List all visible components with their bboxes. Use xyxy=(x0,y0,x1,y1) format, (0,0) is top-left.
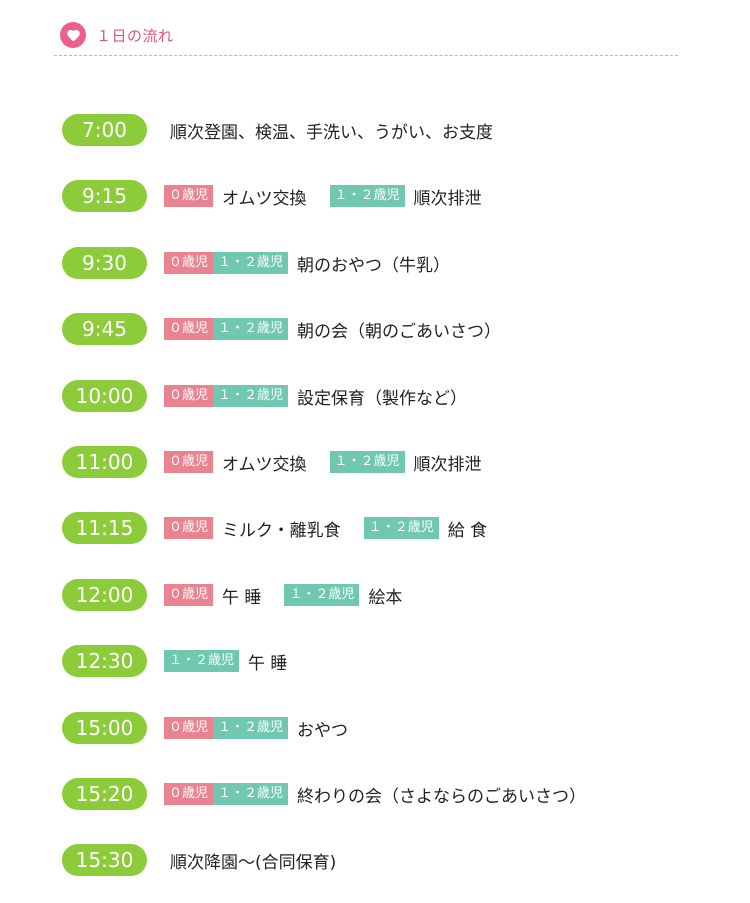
schedule-row: 15:20 ０歳児 １・２歳児 終わりの会（さよならのごあいさつ） xyxy=(62,778,609,810)
activity-text: 設定保育（製作など） xyxy=(297,388,468,409)
age-badge-1-2: １・２歳児 xyxy=(213,252,289,274)
activity-text: おやつ xyxy=(297,720,349,741)
section-header: １日の流れ xyxy=(60,22,174,48)
time-pill: 12:00 xyxy=(62,579,147,611)
activity-cells: ０歳児 ミルク・離乳食 １・２歳児給 食 xyxy=(164,516,510,541)
activity-text: 朝のおやつ（牛乳） xyxy=(297,255,451,276)
activity-text: 順次排泄 xyxy=(413,454,482,475)
activity-cells: ０歳児 １・２歳児 終わりの会（さよならのごあいさつ） xyxy=(164,782,609,807)
activity-cells: ０歳児 １・２歳児 おやつ xyxy=(164,716,371,741)
schedule-row: 9:45 ０歳児 １・２歳児 朝の会（朝のごあいさつ） xyxy=(62,313,524,345)
activity-text: 終わりの会（さよならのごあいさつ） xyxy=(297,786,587,807)
activity-text: 順次排泄 xyxy=(413,188,482,209)
age-badge-1-2: １・２歳児 xyxy=(363,517,439,539)
age-badge-0: ０歳児 xyxy=(164,385,214,407)
section-title: １日の流れ xyxy=(96,26,174,45)
schedule-row: 7:00 順次登園、検温、手洗い、うがい、お支度 xyxy=(62,114,516,146)
activity-cells: 順次降園〜(合同保育) xyxy=(164,848,359,873)
activity-text: 朝の会（朝のごあいさつ） xyxy=(297,321,502,342)
activity-text: オムツ交換 xyxy=(222,454,307,475)
time-pill: 10:00 xyxy=(62,380,147,412)
activity-text: 給 食 xyxy=(447,520,488,541)
schedule-row: 9:30 ０歳児 １・２歳児 朝のおやつ（牛乳） xyxy=(62,247,473,279)
schedule-row: 10:00 ０歳児 １・２歳児 設定保育（製作など） xyxy=(62,380,490,412)
schedule-row: 15:30 順次降園〜(合同保育) xyxy=(62,844,359,876)
age-badge-1-2: １・２歳児 xyxy=(213,717,289,739)
activity-text: 順次降園〜(合同保育) xyxy=(170,852,337,873)
activity-cells: ０歳児 １・２歳児 朝のおやつ（牛乳） xyxy=(164,251,473,276)
age-badge-1-2: １・２歳児 xyxy=(213,783,289,805)
activity-cells: １・２歳児午 睡 xyxy=(164,649,310,674)
time-pill: 7:00 xyxy=(62,114,147,146)
time-pill: 11:00 xyxy=(62,446,147,478)
age-badge-0: ０歳児 xyxy=(164,185,214,207)
activity-text: 午 睡 xyxy=(222,587,262,608)
schedule-row: 11:00 ０歳児 オムツ交換 １・２歳児 順次排泄 xyxy=(62,446,505,478)
age-badge-0: ０歳児 xyxy=(164,584,214,606)
heart-icon xyxy=(60,22,86,48)
schedule-row: 12:30 １・２歳児午 睡 xyxy=(62,645,310,677)
age-badge-0: ０歳児 xyxy=(164,717,214,739)
time-pill: 15:00 xyxy=(62,712,147,744)
activity-cells: ０歳児 オムツ交換 １・２歳児 順次排泄 xyxy=(164,450,505,475)
activity-text: オムツ交換 xyxy=(222,188,307,209)
age-badge-0: ０歳児 xyxy=(164,252,214,274)
activity-cells: 順次登園、検温、手洗い、うがい、お支度 xyxy=(164,118,516,143)
time-pill: 9:15 xyxy=(62,180,147,212)
time-pill: 11:15 xyxy=(62,512,147,544)
schedule-row: 15:00 ０歳児 １・２歳児 おやつ xyxy=(62,712,371,744)
age-badge-1-2: １・２歳児 xyxy=(329,451,405,473)
activity-cells: ０歳児 １・２歳児 朝の会（朝のごあいさつ） xyxy=(164,317,524,342)
age-badge-1-2: １・２歳児 xyxy=(213,385,289,407)
age-badge-1-2: １・２歳児 xyxy=(284,584,360,606)
age-badge-0: ０歳児 xyxy=(164,517,214,539)
activity-cells: ０歳児 １・２歳児 設定保育（製作など） xyxy=(164,384,490,409)
time-pill: 9:30 xyxy=(62,247,147,279)
time-pill: 15:30 xyxy=(62,844,147,876)
age-badge-1-2: １・２歳児 xyxy=(164,650,240,672)
time-pill: 9:45 xyxy=(62,313,147,345)
dashed-divider xyxy=(54,55,678,56)
activity-text: ミルク・離乳食 xyxy=(222,520,341,541)
activity-cells: ０歳児 オムツ交換 １・２歳児 順次排泄 xyxy=(164,184,505,209)
activity-text: 順次登園、検温、手洗い、うがい、お支度 xyxy=(170,122,493,143)
age-badge-1-2: １・２歳児 xyxy=(329,185,405,207)
schedule-row: 9:15 ０歳児 オムツ交換 １・２歳児 順次排泄 xyxy=(62,180,505,212)
age-badge-0: ０歳児 xyxy=(164,451,214,473)
activity-text: 午 睡 xyxy=(248,653,288,674)
activity-text: 絵本 xyxy=(368,587,403,608)
age-badge-0: ０歳児 xyxy=(164,783,214,805)
age-badge-1-2: １・２歳児 xyxy=(213,318,289,340)
schedule-row: 11:15 ０歳児 ミルク・離乳食 １・２歳児給 食 xyxy=(62,512,510,544)
age-badge-0: ０歳児 xyxy=(164,318,214,340)
schedule-row: 12:00 ０歳児午 睡 １・２歳児 絵本 xyxy=(62,579,425,611)
time-pill: 15:20 xyxy=(62,778,147,810)
time-pill: 12:30 xyxy=(62,645,147,677)
activity-cells: ０歳児午 睡 １・２歳児 絵本 xyxy=(164,583,425,608)
